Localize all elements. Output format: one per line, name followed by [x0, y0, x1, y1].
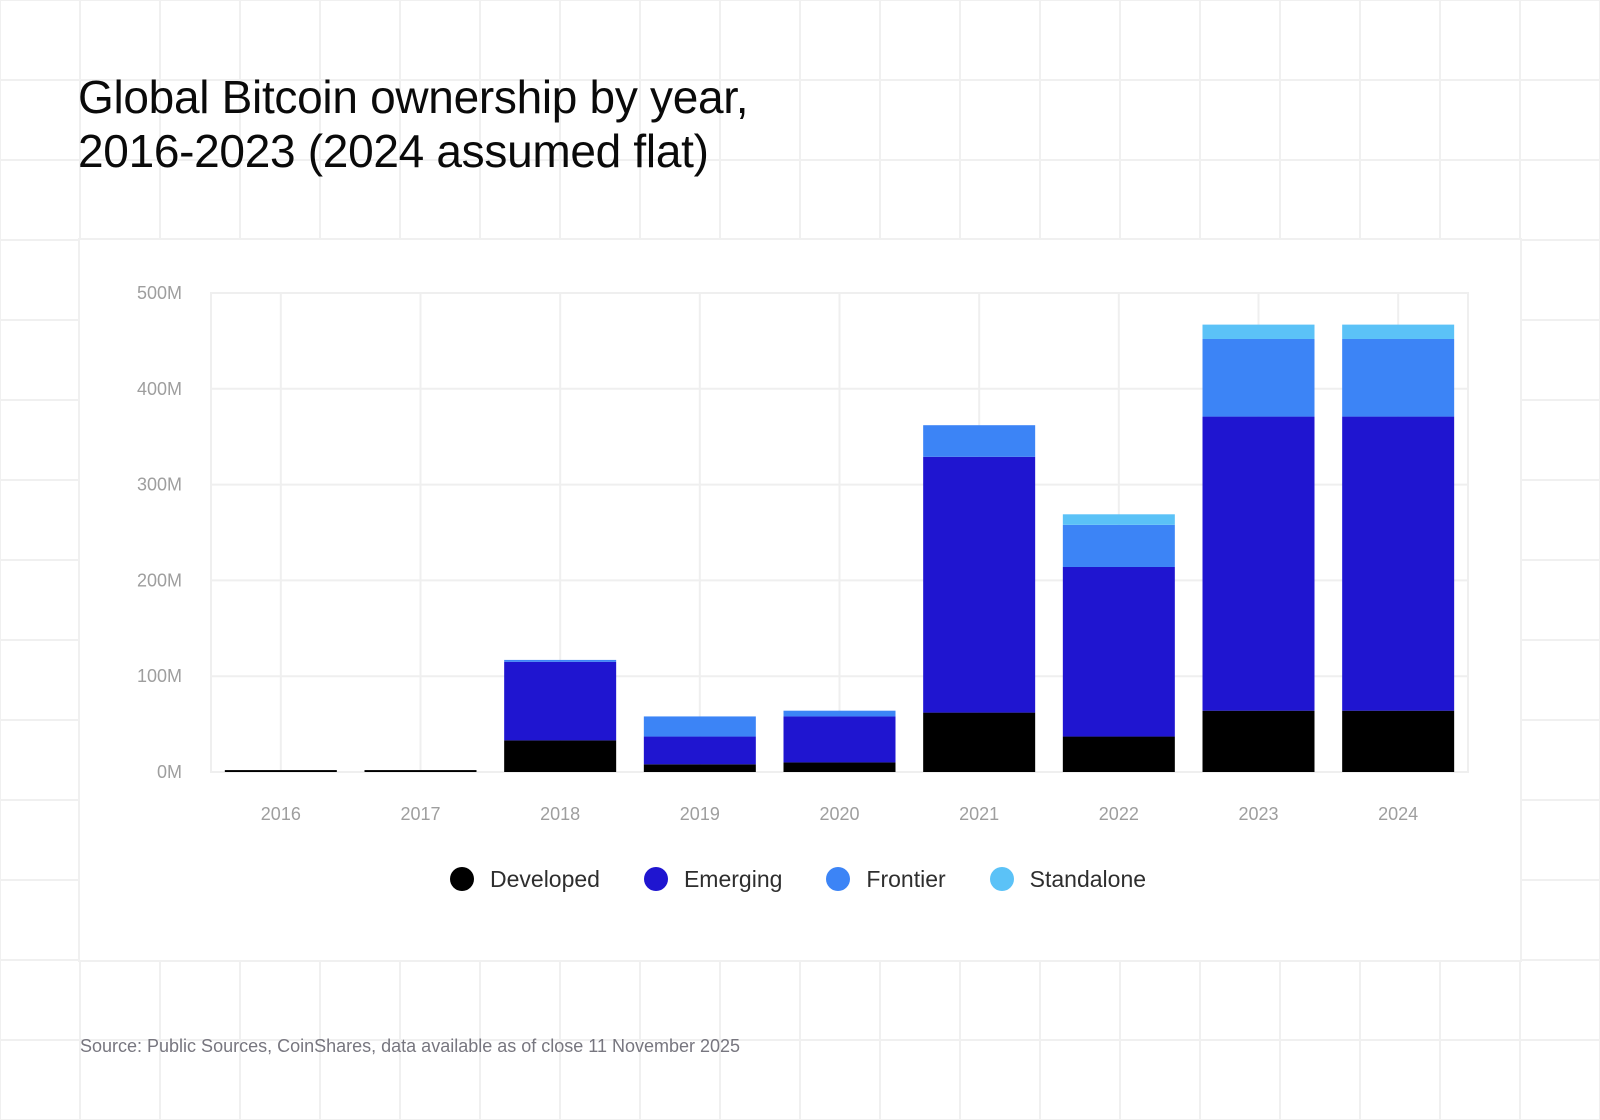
bar-emerging-2020 — [783, 716, 896, 763]
bar-developed-2020 — [783, 762, 896, 772]
legend-swatch-icon — [989, 867, 1014, 891]
y-tick-label: 300M — [137, 475, 182, 495]
bar-developed-2017 — [364, 770, 477, 772]
x-tick-label: 2017 — [400, 804, 440, 824]
bar-standalone-2023 — [1202, 324, 1315, 339]
bar-developed-2023 — [1202, 710, 1315, 772]
legend-label: Developed — [490, 865, 600, 892]
x-tick-label: 2021 — [959, 804, 999, 824]
bar-emerging-2019 — [643, 736, 756, 765]
chart-title: Global Bitcoin ownership by year, 2016-2… — [78, 70, 749, 178]
y-tick-label: 400M — [137, 379, 182, 399]
x-tick-label: 2018 — [540, 804, 580, 824]
legend-swatch-icon — [643, 867, 668, 891]
bar-developed-2022 — [1062, 736, 1175, 772]
bar-emerging-2018 — [504, 661, 617, 741]
legend-item-frontier: Frontier — [826, 865, 946, 893]
legend-item-emerging: Emerging — [643, 865, 783, 893]
bar-standalone-2022 — [1062, 514, 1175, 525]
legend-label: Frontier — [866, 865, 946, 892]
chart-title-line-1: Global Bitcoin ownership by year, — [78, 71, 749, 123]
bar-developed-2016 — [224, 770, 337, 772]
bar-frontier-2019 — [643, 716, 756, 737]
y-tick-label: 500M — [137, 283, 182, 303]
bar-frontier-2024 — [1342, 338, 1455, 417]
bar-emerging-2024 — [1342, 416, 1455, 711]
y-tick-label: 0M — [157, 762, 182, 782]
x-tick-label: 2020 — [819, 804, 859, 824]
bar-developed-2024 — [1342, 710, 1455, 772]
legend-item-developed: Developed — [450, 866, 600, 893]
bar-frontier-2022 — [1062, 524, 1175, 567]
y-axis-tick-labels: 0M 100M 200M 300M 400M 500M — [137, 283, 182, 782]
x-tick-label: 2019 — [680, 804, 720, 824]
x-tick-label: 2024 — [1378, 804, 1418, 824]
bar-frontier-2021 — [923, 425, 1036, 457]
bar-developed-2018 — [504, 740, 617, 772]
bar-frontier-2023 — [1202, 338, 1315, 417]
x-tick-label: 2022 — [1099, 804, 1139, 824]
bar-emerging-2022 — [1062, 566, 1175, 737]
legend-item-standalone: Standalone — [989, 865, 1147, 893]
bar-frontier-2018 — [504, 659, 617, 662]
bars — [224, 324, 1455, 772]
chart-title-line-2: 2016-2023 (2024 assumed flat) — [78, 125, 709, 177]
bar-emerging-2021 — [923, 456, 1036, 713]
x-tick-label: 2016 — [261, 804, 301, 824]
legend-label: Standalone — [1029, 865, 1147, 892]
legend-label: Emerging — [683, 865, 783, 892]
source-note: Source: Public Sources, CoinShares, data… — [80, 1036, 741, 1056]
y-tick-label: 100M — [137, 666, 182, 686]
y-tick-label: 200M — [137, 570, 182, 590]
legend-swatch-icon — [826, 867, 851, 891]
legend-swatch-icon — [450, 867, 474, 891]
legend: Developed Emerging Frontier Standalone — [450, 866, 1190, 892]
bar-emerging-2023 — [1202, 416, 1315, 711]
x-tick-label: 2023 — [1238, 804, 1278, 824]
x-axis-tick-labels: 2016 2017 2018 2019 2020 2021 2022 2023 2024 — [261, 804, 1418, 824]
bar-standalone-2024 — [1342, 324, 1455, 339]
bar-developed-2019 — [643, 764, 756, 772]
bar-frontier-2020 — [783, 710, 896, 717]
bar-developed-2021 — [923, 712, 1036, 772]
